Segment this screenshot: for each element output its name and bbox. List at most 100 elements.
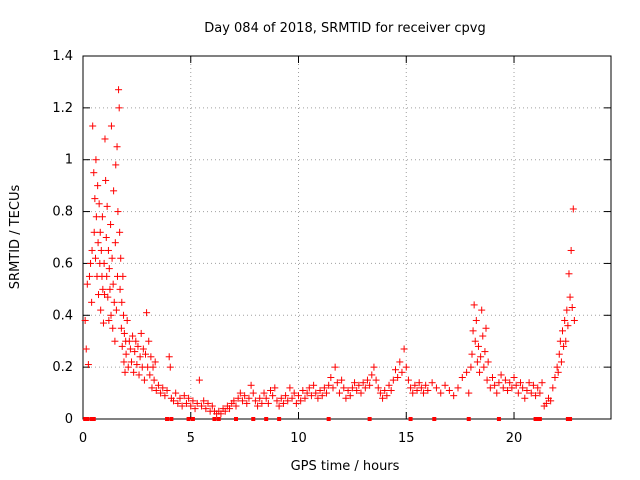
data-point	[469, 327, 477, 335]
data-point	[454, 384, 462, 392]
data-point	[111, 239, 119, 247]
data-point	[529, 381, 537, 389]
y-tick-label: 1.2	[52, 101, 73, 116]
data-point	[195, 376, 203, 384]
x-tick-label: 15	[398, 431, 415, 446]
data-point	[204, 399, 212, 407]
data-point	[114, 208, 122, 216]
data-point	[150, 376, 158, 384]
data-point	[129, 332, 137, 340]
data-point	[127, 358, 135, 366]
y-tick-label: 0.2	[52, 360, 73, 375]
data-point	[256, 394, 264, 402]
data-point	[118, 298, 126, 306]
data-point	[566, 293, 574, 301]
data-point	[495, 379, 503, 387]
data-point	[508, 384, 516, 392]
data-point	[538, 379, 546, 387]
data-point	[525, 379, 533, 387]
data-point	[121, 368, 129, 376]
data-point	[149, 363, 157, 371]
data-point	[151, 358, 159, 366]
data-point	[569, 205, 577, 213]
data-point	[512, 381, 520, 389]
data-point	[159, 384, 167, 392]
data-point	[323, 389, 331, 397]
data-point	[180, 392, 188, 400]
data-point	[516, 379, 524, 387]
data-point	[189, 397, 197, 405]
data-point	[99, 285, 107, 293]
data-point	[152, 386, 160, 394]
baseline-marker	[85, 417, 90, 421]
data-point	[102, 234, 110, 241]
data-point	[172, 389, 180, 397]
data-point	[87, 259, 95, 267]
data-point	[97, 306, 105, 314]
data-point	[483, 376, 491, 384]
data-point	[478, 306, 486, 314]
data-point	[327, 374, 335, 382]
data-point	[479, 332, 487, 340]
data-point	[305, 384, 313, 392]
data-point	[368, 371, 376, 379]
data-point	[422, 381, 430, 389]
data-point	[84, 361, 92, 369]
data-point	[357, 389, 365, 397]
data-point	[85, 272, 93, 280]
data-point	[130, 368, 138, 376]
data-point	[286, 384, 294, 392]
data-point	[463, 368, 471, 376]
data-point	[441, 381, 449, 389]
data-point	[112, 306, 120, 314]
data-point	[262, 394, 270, 402]
data-point	[482, 324, 490, 332]
baseline-marker	[408, 417, 413, 421]
data-point	[387, 386, 395, 394]
data-point	[187, 402, 195, 410]
data-point	[90, 228, 98, 236]
data-point	[148, 384, 156, 392]
data-point	[124, 363, 132, 371]
data-point	[394, 374, 402, 382]
data-point	[450, 392, 458, 400]
data-point	[290, 389, 298, 397]
data-point	[178, 402, 186, 410]
data-point	[122, 350, 130, 358]
data-point	[116, 285, 124, 293]
data-point	[361, 384, 369, 392]
data-point	[135, 371, 143, 379]
data-point	[113, 143, 121, 151]
data-point	[115, 104, 123, 112]
data-point	[271, 384, 279, 392]
data-point	[481, 348, 489, 356]
data-point	[497, 371, 505, 379]
data-point	[567, 246, 575, 254]
data-point	[137, 329, 145, 337]
data-point	[379, 394, 387, 402]
data-point	[355, 381, 363, 389]
data-point	[208, 402, 216, 410]
data-point	[279, 399, 287, 407]
data-point	[411, 381, 419, 389]
data-point	[88, 298, 96, 306]
data-point	[264, 399, 272, 407]
baseline-marker	[212, 417, 217, 421]
data-point	[247, 381, 255, 389]
data-point	[241, 392, 249, 400]
data-point	[110, 187, 118, 195]
data-point	[94, 239, 102, 247]
data-point	[185, 394, 193, 402]
data-point	[420, 389, 428, 397]
baseline-marker	[83, 417, 88, 421]
data-point	[465, 389, 473, 397]
data-point	[385, 381, 393, 389]
baseline-marker	[264, 417, 269, 421]
data-point	[534, 384, 542, 392]
data-point	[119, 272, 127, 280]
data-point	[230, 397, 238, 405]
chart-title: Day 084 of 2018, SRMTID for receiver cpv…	[204, 21, 486, 36]
data-point	[97, 246, 105, 254]
data-point	[307, 392, 315, 400]
data-point	[193, 399, 201, 407]
